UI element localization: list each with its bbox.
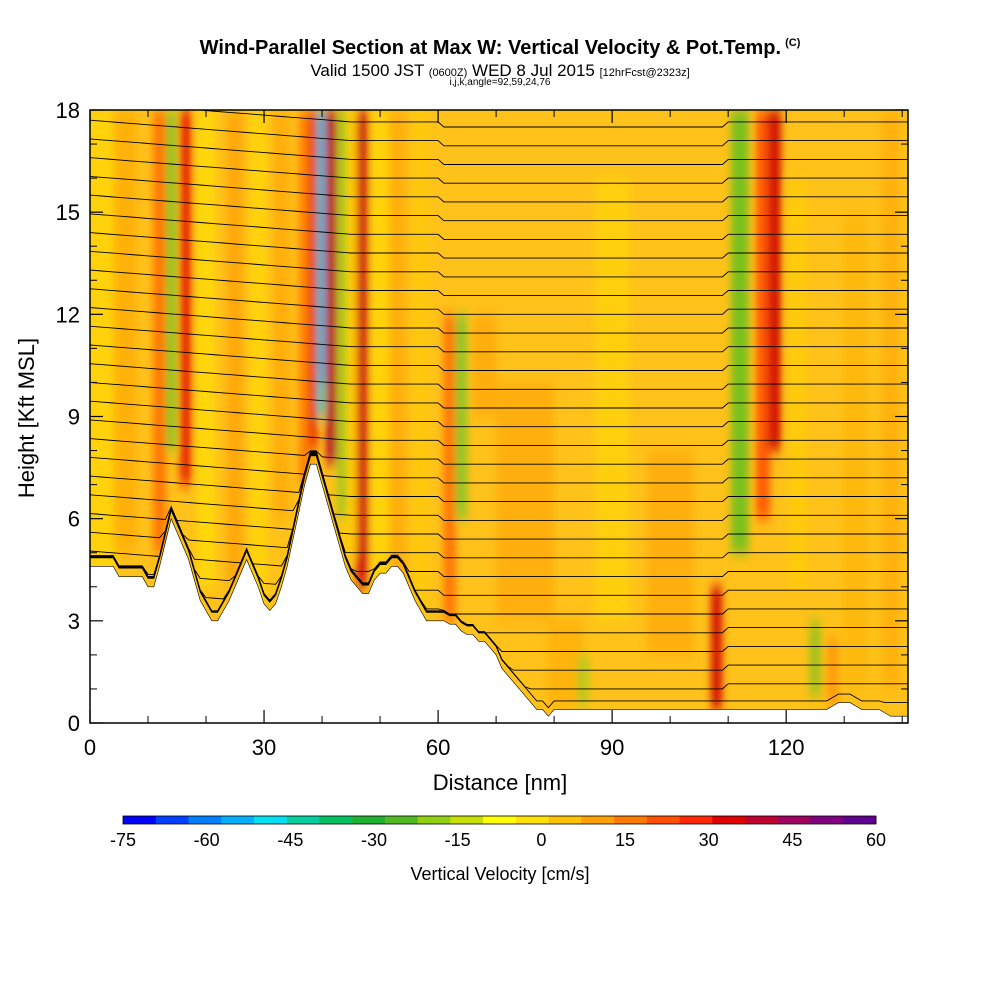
colorbar-swatch: [384, 816, 418, 824]
theta-contour-line: [90, 232, 908, 259]
x-tick-label: 120: [768, 735, 805, 760]
x-tick-label: 60: [426, 735, 450, 760]
y-tick-label: 0: [68, 711, 80, 736]
theta-contour-line: [90, 419, 908, 446]
theta-contour-line: [90, 269, 908, 297]
colorbar-tick-label: -30: [361, 830, 387, 850]
theta-contour-line: [90, 363, 908, 390]
theta-contour-line: [90, 451, 908, 521]
colorbar-swatch: [123, 816, 157, 824]
theta-contour-line: [90, 157, 908, 184]
colorbar-tick-label: -15: [445, 830, 471, 850]
y-tick-label: 6: [68, 507, 80, 532]
colorbar-swatch: [646, 816, 680, 824]
colorbar-swatch: [548, 816, 582, 824]
theta-contour-line: [90, 213, 908, 240]
theta-contour-line: [90, 325, 908, 353]
colorbar-swatch: [319, 816, 353, 824]
theta-contour-line: [90, 452, 908, 596]
colorbar-tick-label: 30: [699, 830, 719, 850]
chart-title: Wind-Parallel Section at Max W: Vertical…: [0, 37, 1000, 60]
colorbar-swatch: [712, 816, 746, 824]
theta-contour-line: [90, 381, 908, 409]
colorbar-swatch: [221, 816, 255, 824]
colorbar-swatch: [679, 816, 713, 824]
colorbar-swatch: [188, 816, 222, 824]
theta-contour-line: [90, 450, 908, 484]
theta-contour-line: [90, 250, 908, 278]
valid-date: WED 8 Jul 2015: [472, 61, 595, 80]
axes: 0 30 60 90 120 0 3 6 9 12 15 18: [56, 98, 908, 760]
colorbar-swatch: [810, 816, 844, 824]
x-axis-title: Distance [nm]: [433, 770, 568, 795]
x-tick-label: 0: [84, 735, 96, 760]
colorbar-swatch: [581, 816, 615, 824]
utc-time: (0600Z): [428, 67, 468, 79]
colorbar-swatch: [777, 816, 811, 824]
colorbar-swatch: [515, 816, 549, 824]
y-axis-title: Height [Kft MSL]: [14, 338, 39, 498]
valid-time: Valid 1500 JST: [310, 61, 425, 80]
colorbar-swatch: [843, 816, 877, 824]
theta-contour-line: [90, 175, 908, 203]
theta-contour-line: [90, 288, 908, 315]
plot-area: [90, 110, 908, 723]
colorbar-tick-label: 15: [615, 830, 635, 850]
theta-contour-line: [90, 307, 908, 334]
copyright-mark: (C): [785, 37, 801, 49]
theta-contour-line: [90, 138, 908, 165]
x-tick-label: 30: [252, 735, 276, 760]
theta-contour-line: [90, 451, 908, 540]
colorbar-tick-label: -60: [194, 830, 220, 850]
title-text: Wind-Parallel Section at Max W: Vertical…: [199, 37, 782, 59]
grid-indices: i,j,k,angle=92,59,24,76: [449, 77, 551, 88]
terrain-polygon: [90, 463, 908, 723]
y-tick-label: 3: [68, 609, 80, 634]
colorbar-tick-label: -75: [110, 830, 136, 850]
colorbar-swatch: [745, 816, 779, 824]
y-tick-label: 15: [56, 200, 80, 225]
colorbar-swatch: [483, 816, 517, 824]
colorbar-tick-label: 45: [782, 830, 802, 850]
colorbar-swatch: [417, 816, 451, 824]
colorbar-swatch: [286, 816, 320, 824]
theta-contour-line: [90, 344, 908, 371]
colorbar-swatch: [155, 816, 189, 824]
colorbar-tick-label: 0: [536, 830, 546, 850]
theta-contour-line: [90, 438, 908, 465]
theta-contours: [90, 110, 908, 709]
colorbar-frame: [122, 815, 877, 825]
theta-contour-line: [90, 452, 908, 578]
theta-contour-line: [90, 451, 908, 503]
theta-contour-line: [90, 400, 908, 428]
theta-contour-line: [90, 194, 908, 222]
y-tick-label: 12: [56, 302, 80, 327]
theta-contour-line: [90, 119, 908, 147]
y-tick-label: 18: [56, 98, 80, 123]
colorbar-swatch: [450, 816, 484, 824]
y-tick-label: 9: [68, 405, 80, 430]
theta-contour-line: [90, 452, 908, 559]
terrain-mask: [90, 463, 908, 723]
colorbar: -75 -60 -45 -30 -15 0 15 30 45 60: [110, 815, 886, 850]
colorbar-tick-label: 60: [866, 830, 886, 850]
colorbar-swatch: [352, 816, 386, 824]
theta-contour-line: [90, 453, 908, 615]
colorbar-swatch: [614, 816, 648, 824]
theta-contour-line: [90, 110, 908, 128]
forecast-info: [12hrFcst@2323z]: [599, 67, 690, 79]
chart-subtitle: Valid 1500 JST (0600Z) WED 8 Jul 2015 [1…: [0, 61, 1000, 81]
colorbar-tick-label: -45: [277, 830, 303, 850]
colorbar-swatch: [253, 816, 287, 824]
theta-contour-line: [90, 453, 908, 634]
x-tick-label: 90: [600, 735, 624, 760]
colorbar-title: Vertical Velocity [cm/s]: [410, 864, 589, 884]
